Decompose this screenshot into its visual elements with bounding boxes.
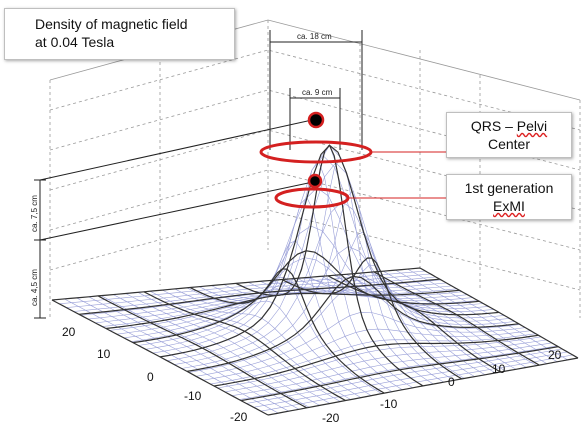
mesh-line bbox=[162, 289, 362, 398]
mesh-line bbox=[373, 271, 540, 366]
dimension-labels: ca. 18 cm ca. 9 cm ca. 7,5 cm ca. 4,5 cm bbox=[30, 32, 333, 306]
mesh-line bbox=[235, 144, 424, 387]
mesh-line bbox=[281, 257, 463, 380]
tick-right-2: 0 bbox=[448, 375, 455, 389]
title-line-1: Density of magnetic field bbox=[35, 16, 188, 32]
mesh-line bbox=[370, 271, 537, 366]
mesh-line bbox=[395, 269, 558, 363]
title-line-2: at 0.04 Tesla bbox=[35, 34, 115, 50]
exmi-line-1: 1st generation bbox=[464, 180, 554, 196]
exmi-line-2: ExMI bbox=[493, 198, 525, 214]
mesh-line bbox=[419, 267, 579, 359]
exmi-callout: 1st generation ExMI bbox=[446, 174, 572, 220]
mesh-line bbox=[152, 155, 494, 354]
mesh-line bbox=[246, 348, 563, 404]
qrs-callout: QRS – Pelvi Center bbox=[446, 112, 572, 158]
plot-frame bbox=[49, 19, 581, 318]
surface-mesh-peak bbox=[51, 144, 579, 416]
height-outer-label: ca. 7,5 cm bbox=[30, 195, 39, 232]
qrs-line-2: Center bbox=[487, 136, 531, 152]
qrs-name: QRS bbox=[470, 118, 502, 134]
tick-left-2: 0 bbox=[147, 370, 154, 384]
tick-right-4: 20 bbox=[548, 348, 562, 362]
callout-connectors bbox=[348, 151, 446, 199]
exmi-peak-marker bbox=[307, 173, 323, 189]
mesh-line bbox=[267, 357, 579, 416]
qrs-peak-marker bbox=[307, 111, 325, 129]
mesh-line bbox=[327, 275, 501, 373]
tick-left-1: 10 bbox=[97, 347, 111, 361]
mesh-line bbox=[240, 346, 559, 402]
exmi-ring bbox=[274, 187, 350, 209]
qrs-line-1: QRS – Pelvi bbox=[447, 117, 571, 135]
height-inner-label: ca. 4,5 cm bbox=[30, 269, 39, 306]
width-outer-label: ca. 18 cm bbox=[297, 32, 332, 41]
axis-ticks: 20 10 0 -10 -20 -20 -10 0 10 20 bbox=[62, 325, 562, 425]
qrs-pelvi: Pelvi bbox=[516, 118, 548, 134]
mesh-line bbox=[138, 225, 484, 346]
mesh-line bbox=[137, 292, 341, 402]
dimension-lines bbox=[34, 30, 363, 319]
tick-left-3: -10 bbox=[184, 389, 202, 403]
mesh-line bbox=[59, 270, 426, 305]
mesh-line bbox=[100, 295, 310, 408]
tick-right-0: -20 bbox=[322, 411, 340, 425]
qrs-ring bbox=[259, 140, 373, 164]
tick-left-4: -20 bbox=[230, 410, 248, 424]
tick-right-1: -10 bbox=[380, 397, 398, 411]
qrs-separator: – bbox=[501, 118, 517, 134]
mesh-line bbox=[213, 334, 539, 387]
peak-markers bbox=[307, 111, 325, 189]
width-inner-label: ca. 9 cm bbox=[302, 88, 333, 97]
title-callout: Density of magnetic field at 0.04 Tesla bbox=[4, 8, 235, 60]
tick-right-3: 10 bbox=[492, 362, 506, 376]
tick-left-0: 20 bbox=[62, 325, 76, 339]
